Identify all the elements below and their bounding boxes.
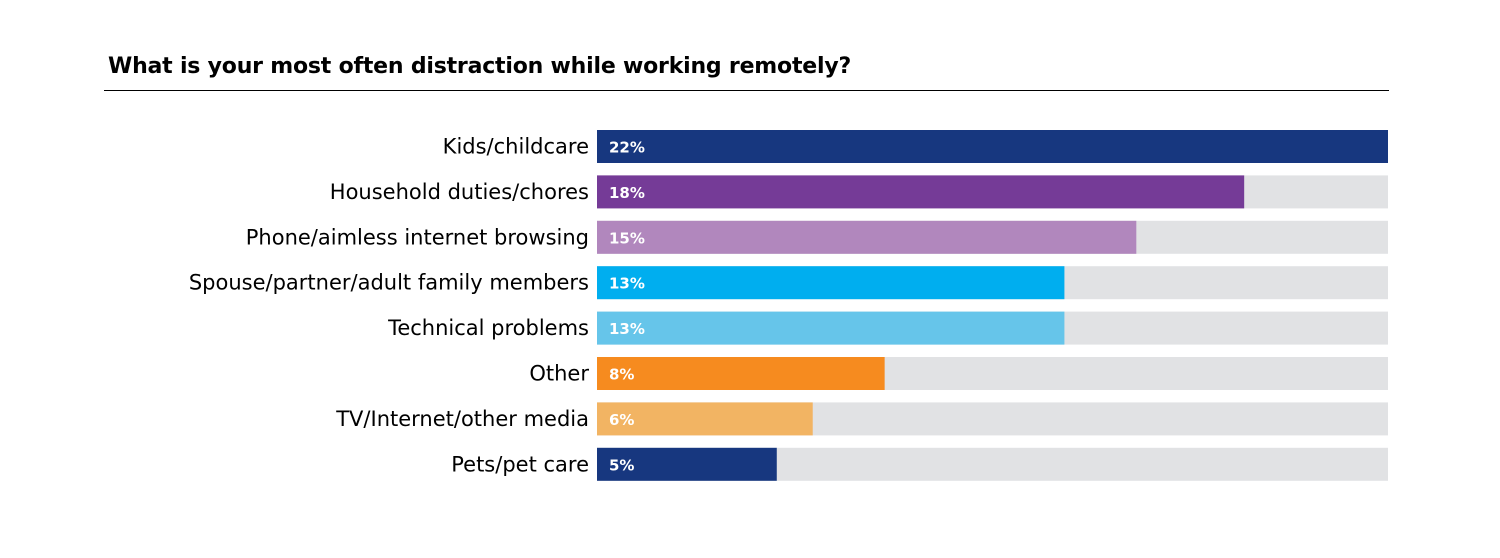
category-label: Other <box>529 362 589 386</box>
bar-row-spouse-partner-adult-family-members: Spouse/partner/adult family members 13% <box>189 266 1388 300</box>
category-label: Pets/pet care <box>451 452 589 476</box>
bar <box>597 175 1245 209</box>
category-label: Kids/childcare <box>443 135 589 159</box>
value-label: 18% <box>609 184 645 202</box>
title-divider <box>104 90 1389 91</box>
bar-row-other: Other 8% <box>529 357 1388 390</box>
bar <box>597 266 1065 300</box>
bar-row-tv-internet-other-media: TV/Internet/other media 6% <box>335 402 1388 436</box>
value-label: 5% <box>609 456 634 474</box>
bar-row-pets-pet-care: Pets/pet care 5% <box>451 447 1388 481</box>
value-label: 8% <box>609 366 634 384</box>
category-label: TV/Internet/other media <box>335 407 589 431</box>
bar <box>597 447 777 481</box>
bar <box>597 402 813 436</box>
value-label: 13% <box>609 320 645 338</box>
category-label: Spouse/partner/adult family members <box>189 271 589 295</box>
bar-row-household-duties-chores: Household duties/chores 18% <box>330 175 1388 209</box>
value-label: 22% <box>609 139 645 157</box>
bar <box>597 311 1065 345</box>
value-label: 13% <box>609 275 645 293</box>
category-label: Phone/aimless internet browsing <box>246 225 589 249</box>
bar-row-technical-problems: Technical problems 13% <box>387 311 1388 345</box>
bar <box>597 357 885 390</box>
chart-title: What is your most often distraction whil… <box>108 54 852 79</box>
bar <box>597 220 1137 254</box>
bar-row-kids-childcare: Kids/childcare 22% <box>443 130 1388 163</box>
value-label: 6% <box>609 411 634 429</box>
value-label: 15% <box>609 229 645 247</box>
bar-row-phone-aimless-internet-browsing: Phone/aimless internet browsing 15% <box>246 220 1388 254</box>
category-label: Household duties/chores <box>330 180 589 204</box>
bar <box>597 130 1388 163</box>
category-label: Technical problems <box>387 316 589 340</box>
